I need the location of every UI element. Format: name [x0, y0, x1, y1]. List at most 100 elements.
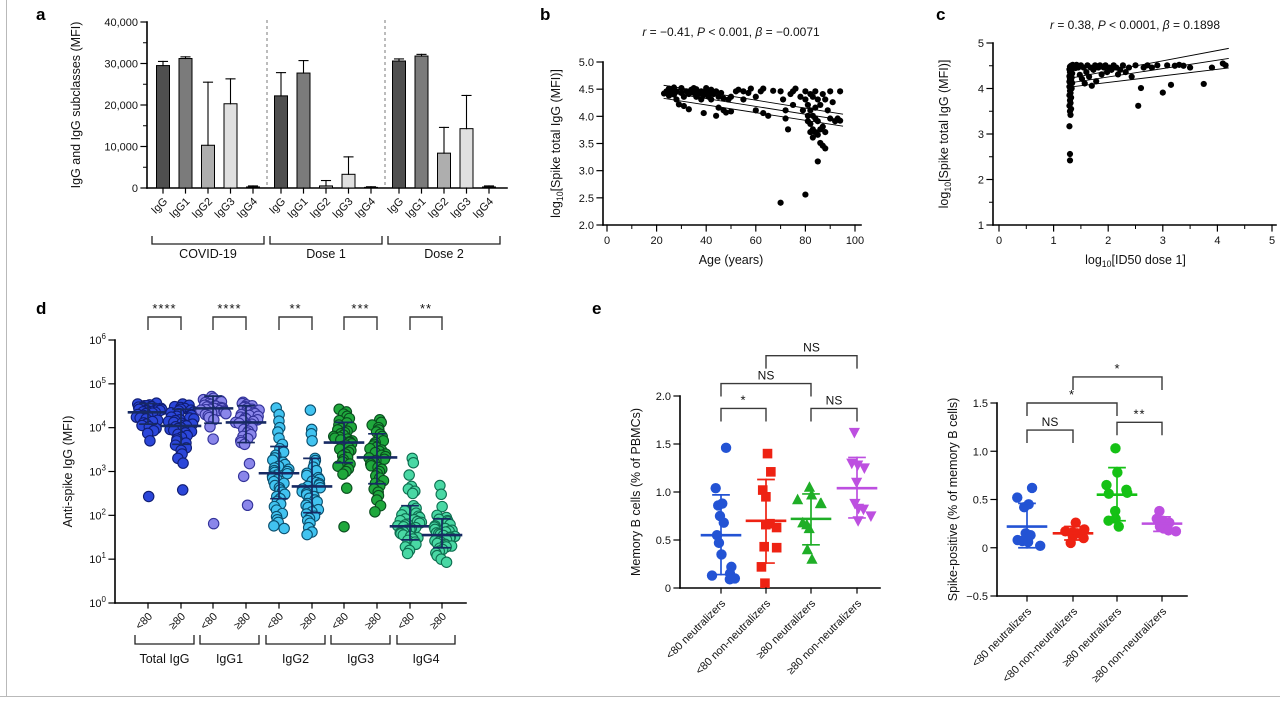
svg-text:Dose 1: Dose 1 — [306, 247, 346, 261]
svg-text:<80 non-neutralizers: <80 non-neutralizers — [694, 597, 774, 677]
svg-text:≥80 non-neutralizers: ≥80 non-neutralizers — [1090, 605, 1170, 685]
svg-text:2.0: 2.0 — [656, 391, 671, 403]
svg-text:IgG4: IgG4 — [412, 652, 439, 666]
panel-label-d: d — [36, 299, 47, 318]
svg-text:IgG3: IgG3 — [212, 196, 237, 221]
svg-text:10,000: 10,000 — [104, 142, 138, 154]
svg-text:2.0: 2.0 — [579, 220, 594, 232]
bar-chart-igg-subclasses: 0 10,000 20,000 30,000 40,000 IgG and IgG sub… — [20, 0, 530, 290]
svg-text:**: ** — [289, 301, 301, 316]
svg-text:IgG3: IgG3 — [347, 652, 374, 666]
svg-text:5.0: 5.0 — [579, 57, 594, 69]
panel-label-a: a — [36, 5, 46, 24]
chart-svg-e2: −0.5 0 0.5 1.0 1.5 Spike-positive (% of memor… — [946, 361, 1188, 685]
svg-text:NS: NS — [758, 369, 775, 383]
svg-text:0: 0 — [982, 543, 988, 555]
svg-text:3: 3 — [978, 129, 984, 141]
svg-text:IgG2: IgG2 — [282, 652, 309, 666]
svg-text:106: 106 — [89, 332, 106, 347]
svg-text:*: * — [1069, 387, 1075, 402]
svg-text:40,000: 40,000 — [104, 17, 138, 29]
svg-text:0: 0 — [996, 235, 1002, 247]
svg-text:0: 0 — [132, 183, 138, 195]
svg-text:80: 80 — [799, 235, 811, 247]
svg-text:IgG1: IgG1 — [285, 196, 310, 221]
svg-text:5: 5 — [1269, 235, 1275, 247]
svg-text:1: 1 — [978, 220, 984, 232]
svg-text:r = 0.38, P < 0.0001, β = 0.18: r = 0.38, P < 0.0001, β = 0.1898 — [1050, 18, 1220, 32]
svg-text:≥80: ≥80 — [232, 611, 253, 632]
svg-text:NS: NS — [803, 341, 820, 355]
svg-text:NS: NS — [1042, 415, 1059, 429]
svg-text:IgG1: IgG1 — [216, 652, 243, 666]
svg-text:0.5: 0.5 — [973, 495, 988, 507]
svg-text:105: 105 — [89, 376, 106, 391]
svg-text:<80: <80 — [329, 611, 351, 633]
svg-text:log10[ID50 dose 1]: log10[ID50 dose 1] — [1085, 253, 1186, 269]
svg-text:100: 100 — [89, 595, 106, 610]
page-rule-left — [6, 0, 7, 696]
svg-text:IgG2: IgG2 — [308, 196, 333, 221]
svg-text:Memory B cells (% of PBMCs): Memory B cells (% of PBMCs) — [629, 408, 643, 576]
svg-text:IgG4: IgG4 — [471, 196, 496, 221]
svg-text:<80: <80 — [198, 611, 220, 633]
svg-text:IgG2: IgG2 — [426, 196, 451, 221]
svg-text:log10[Spike total IgG (MFI)]: log10[Spike total IgG (MFI)] — [937, 60, 953, 209]
svg-text:IgG1: IgG1 — [403, 196, 428, 221]
svg-text:0.5: 0.5 — [656, 535, 671, 547]
svg-text:101: 101 — [89, 551, 106, 566]
chart-svg-b: 2.0 2.5 3.0 3.5 4.0 4.5 5.0 0 20 40 60 80 100 r = −0.… — [549, 25, 864, 267]
svg-text:≥80: ≥80 — [428, 611, 449, 632]
panel-label-c: c — [936, 5, 946, 24]
scatter-age-vs-igg: 2.0 2.5 3.0 3.5 4.0 4.5 5.0 0 20 40 60 80 100 r = −0.… — [520, 0, 930, 290]
svg-text:30,000: 30,000 — [104, 59, 138, 71]
svg-text:20,000: 20,000 — [104, 100, 138, 112]
svg-text:*: * — [1114, 361, 1120, 376]
svg-text:**: ** — [1133, 406, 1145, 421]
svg-text:2.5: 2.5 — [579, 193, 594, 205]
svg-text:4.0: 4.0 — [579, 111, 594, 123]
svg-text:***: *** — [351, 301, 369, 316]
svg-text:5: 5 — [978, 38, 984, 50]
svg-text:IgG3: IgG3 — [330, 196, 355, 221]
svg-text:IgG4: IgG4 — [235, 196, 260, 221]
svg-text:**: ** — [420, 301, 432, 316]
svg-text:COVID-19: COVID-19 — [179, 247, 237, 261]
svg-text:2: 2 — [978, 175, 984, 187]
chart-svg-d: 100 101 102 103 104 105 106 Anti-spike IgG (MFI… — [61, 301, 467, 666]
svg-text:Anti-spike IgG (MFI): Anti-spike IgG (MFI) — [61, 416, 75, 528]
svg-text:<80 non-neutralizers: <80 non-neutralizers — [1001, 605, 1081, 685]
svg-text:−0.5: −0.5 — [966, 591, 988, 603]
svg-text:1.0: 1.0 — [973, 446, 988, 458]
panel-label-b: b — [540, 5, 551, 24]
dotplot-memory-b-cells: 0 0.5 1.0 1.5 2.0 Memory B cells (% of PBMCs)… — [588, 290, 950, 713]
svg-text:104: 104 — [89, 420, 106, 435]
svg-text:Total IgG: Total IgG — [139, 652, 189, 666]
svg-text:Dose 2: Dose 2 — [424, 247, 464, 261]
svg-text:r = −0.41, P < 0.001, β = −0.0: r = −0.41, P < 0.001, β = −0.0071 — [642, 25, 820, 39]
dotplot-antispike-igg: 100 101 102 103 104 105 106 Anti-spike IgG (MFI… — [30, 290, 590, 713]
svg-text:IgG2: IgG2 — [190, 196, 215, 221]
svg-text:60: 60 — [750, 235, 762, 247]
svg-text:≥80: ≥80 — [298, 611, 319, 632]
svg-text:2: 2 — [1105, 235, 1111, 247]
page-rule-bottom — [0, 696, 1280, 697]
svg-text:20: 20 — [650, 235, 662, 247]
svg-text:*: * — [740, 392, 746, 407]
svg-text:40: 40 — [700, 235, 712, 247]
svg-text:0: 0 — [665, 583, 671, 595]
svg-text:****: **** — [152, 301, 176, 316]
svg-text:IgG4: IgG4 — [353, 196, 378, 221]
svg-text:4: 4 — [1214, 235, 1220, 247]
svg-text:3.5: 3.5 — [579, 139, 594, 151]
svg-text:****: **** — [217, 301, 241, 316]
svg-text:4.5: 4.5 — [579, 84, 594, 96]
svg-text:≥80: ≥80 — [167, 611, 188, 632]
svg-text:IgG3: IgG3 — [448, 196, 473, 221]
svg-text:1.0: 1.0 — [656, 487, 671, 499]
svg-text:100: 100 — [846, 235, 864, 247]
svg-text:4: 4 — [978, 84, 984, 96]
svg-text:IgG and IgG subclasses (MFI): IgG and IgG subclasses (MFI) — [69, 22, 83, 189]
